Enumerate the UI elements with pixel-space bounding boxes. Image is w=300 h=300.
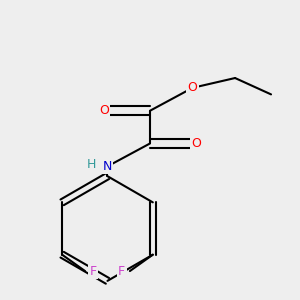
Text: F: F [118,265,125,278]
Text: O: O [191,137,201,150]
Text: O: O [99,104,109,117]
Text: O: O [188,81,197,94]
Text: H: H [87,158,96,171]
Text: F: F [90,265,97,278]
Text: N: N [103,160,112,173]
